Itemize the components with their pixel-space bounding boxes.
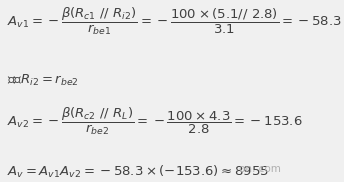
Text: $A_v=A_{v1}A_{v2}=-58.3\times(-153.6)\approx8955$: $A_v=A_{v1}A_{v2}=-58.3\times(-153.6)\ap… [7,164,269,180]
Text: on. com: on. com [239,164,281,174]
Text: $A_{v1}=-\dfrac{\beta(R_{c1}\ //\ R_{i2})}{r_{be1}}=-\dfrac{100\times(5.1//\ 2.8: $A_{v1}=-\dfrac{\beta(R_{c1}\ //\ R_{i2}… [7,5,342,37]
Text: 式中$R_{i2}=r_{be2}$: 式中$R_{i2}=r_{be2}$ [7,73,79,88]
Text: $A_{v2}=-\dfrac{\beta(R_{c2}\ //\ R_{L})}{r_{be2}}=-\dfrac{100\times4.3}{2.8}=-1: $A_{v2}=-\dfrac{\beta(R_{c2}\ //\ R_{L})… [7,106,302,137]
